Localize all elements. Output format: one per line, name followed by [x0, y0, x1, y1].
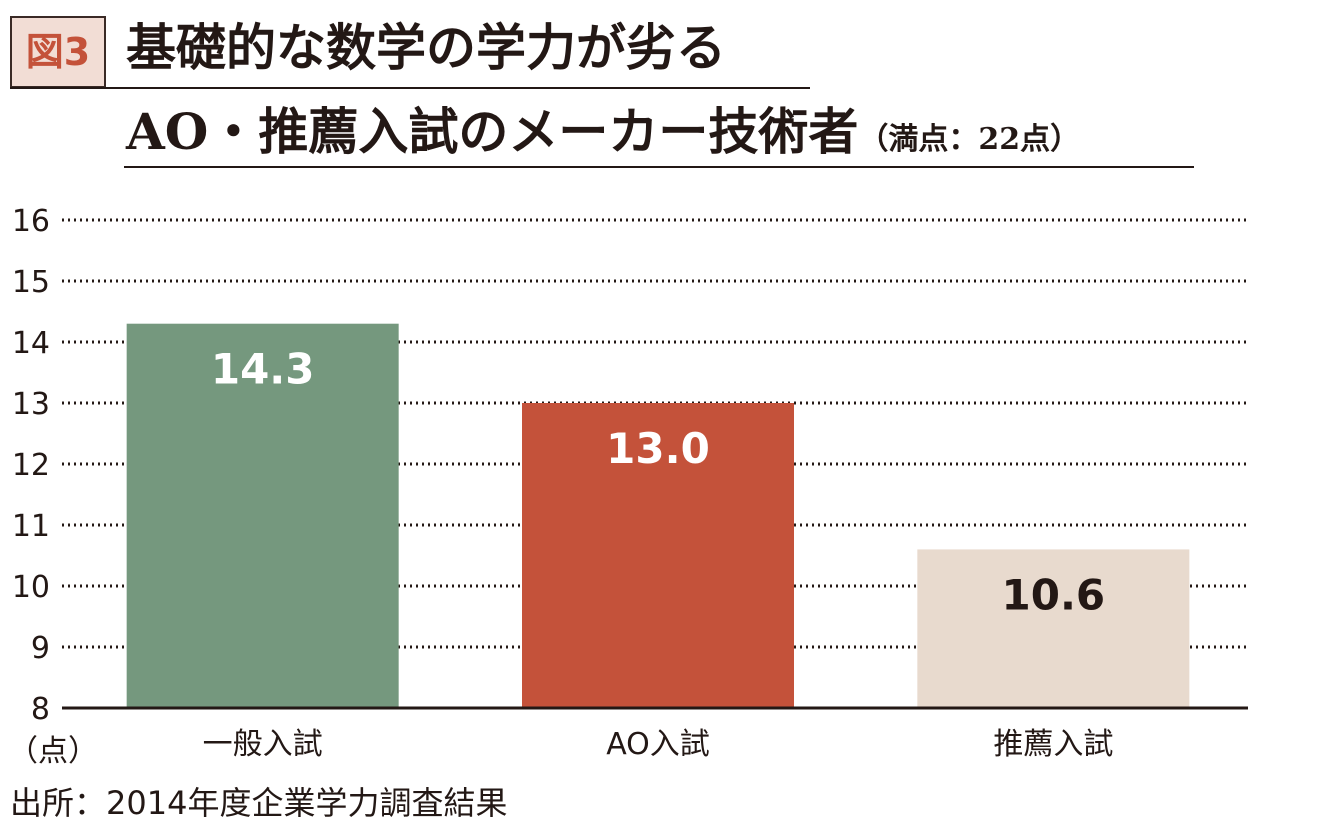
title-underline-2 [124, 166, 1194, 168]
y-tick-label: 13 [12, 387, 50, 422]
bar-value-label: 13.0 [606, 424, 710, 473]
x-category-label: 推薦入試 [993, 727, 1113, 760]
y-tick-label: 11 [12, 509, 50, 544]
title-underline-1 [10, 87, 810, 89]
bar-value-label: 10.6 [1002, 570, 1106, 619]
y-tick-label: 10 [12, 570, 50, 605]
chart-title-line2: AO・推薦入試のメーカー技術者（満点：22点） [126, 94, 1080, 178]
bar-chart: 8 9 10 11 12 13 14 15 16 14.3 一般入試 13.0 AO入試 10.6 推薦入試 [12, 204, 1248, 760]
figure-label: 図3 [10, 16, 106, 88]
y-tick-label: 14 [12, 326, 50, 361]
source-note: 出所：2014年度企業学力調査結果 [10, 784, 508, 822]
bar [917, 549, 1190, 708]
bar-value-label: 14.3 [211, 345, 315, 394]
chart-title-line1: 基礎的な数学の学力が劣る [126, 18, 726, 77]
bar [126, 323, 399, 708]
y-tick-label: 8 [31, 692, 50, 727]
chart-title-main: AO・推薦入試のメーカー技術者 [126, 102, 859, 161]
chart-title-note: （満点：22点） [858, 122, 1081, 157]
y-tick-label: 12 [12, 448, 50, 483]
y-tick-label: 9 [31, 631, 50, 666]
y-tick-label: 15 [12, 265, 50, 300]
y-tick-label: 16 [12, 204, 50, 239]
x-category-label: 一般入試 [203, 727, 323, 760]
x-category-label: AO入試 [606, 727, 710, 760]
y-axis-unit-label: （点） [8, 734, 98, 769]
bar [522, 403, 794, 708]
